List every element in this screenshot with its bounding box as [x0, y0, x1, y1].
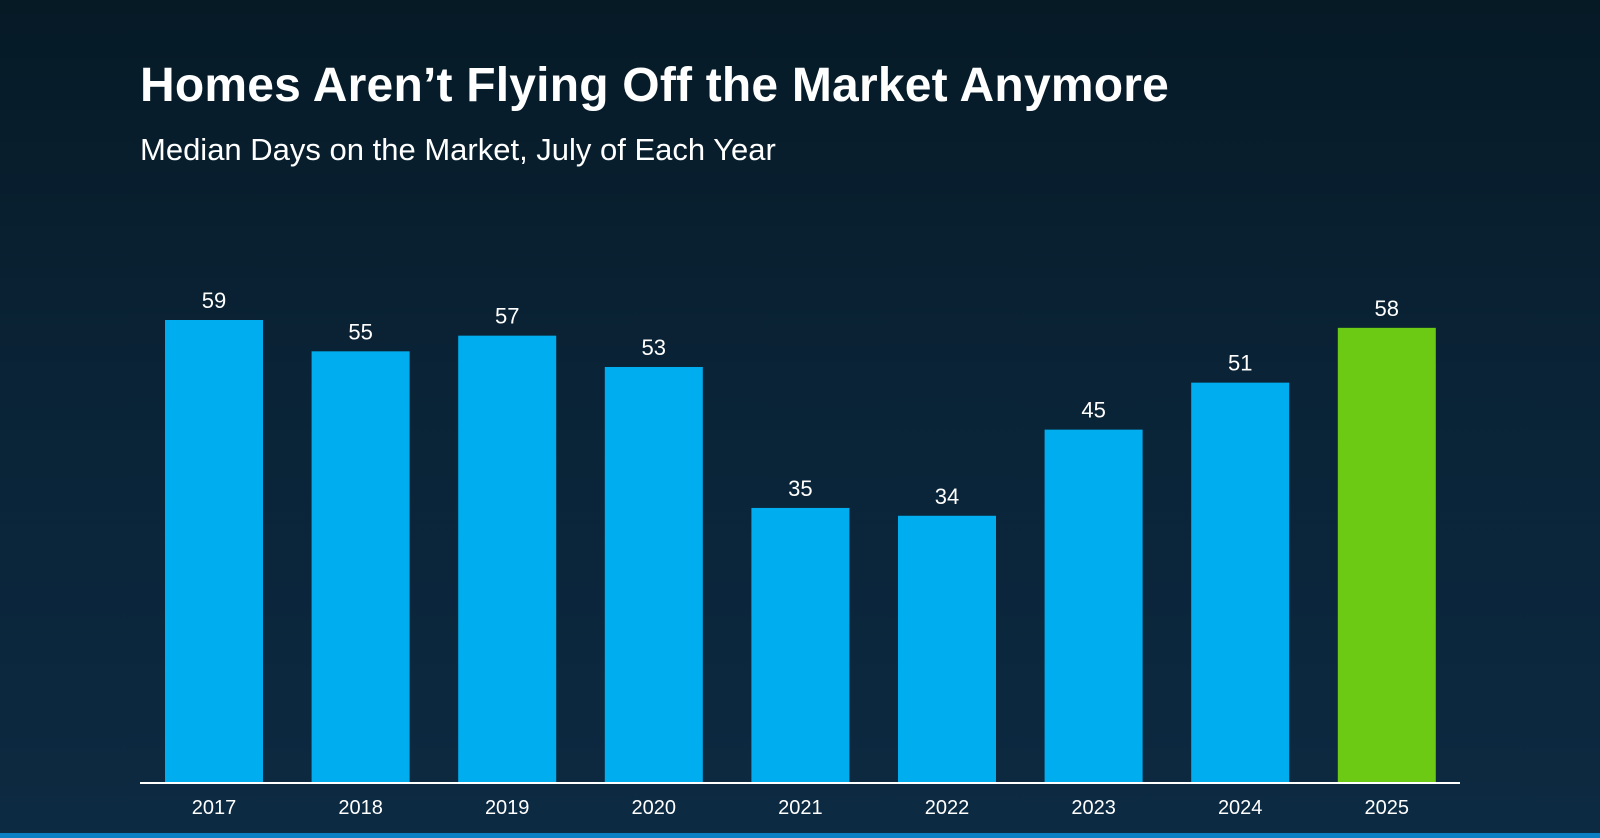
- chart-subtitle: Median Days on the Market, July of Each …: [140, 132, 776, 167]
- bar-2021: [751, 507, 850, 782]
- bars-group: [165, 320, 1436, 782]
- bar-2019: [458, 335, 557, 782]
- x-tick-label-2022: 2022: [925, 797, 970, 819]
- value-label-2023: 45: [1081, 398, 1105, 423]
- bottom-accent-strip: [0, 833, 1600, 838]
- x-tick-label-2021: 2021: [778, 797, 823, 819]
- x-tick-label-2020: 2020: [632, 797, 677, 819]
- bar-2018: [311, 351, 410, 782]
- bar-2022: [898, 515, 996, 782]
- chart-title: Homes Aren’t Flying Off the Market Anymo…: [140, 59, 1170, 112]
- value-label-2024: 51: [1228, 351, 1252, 376]
- bar-2025: [1337, 327, 1436, 782]
- x-tick-label-2024: 2024: [1218, 797, 1263, 819]
- x-tick-label-2018: 2018: [338, 797, 383, 819]
- x-tick-label-2019: 2019: [485, 797, 530, 819]
- value-label-2017: 59: [202, 288, 226, 313]
- bar-2023: [1044, 429, 1143, 782]
- value-label-2020: 53: [642, 335, 666, 360]
- value-labels-group: 59 55 57 53 35 34 45 51 58: [202, 288, 1399, 509]
- value-label-2025: 58: [1375, 296, 1399, 321]
- x-tick-label-2017: 2017: [192, 797, 237, 819]
- value-label-2019: 57: [495, 304, 519, 329]
- bar-2017: [165, 320, 263, 782]
- x-tick-label-2025: 2025: [1365, 797, 1410, 819]
- value-label-2022: 34: [935, 484, 959, 509]
- bar-2020: [604, 366, 703, 782]
- value-label-2021: 35: [788, 476, 812, 501]
- value-label-2018: 55: [348, 319, 372, 344]
- bar-2024: [1191, 382, 1290, 782]
- x-tick-label-2023: 2023: [1071, 797, 1116, 819]
- tick-labels-group: 2017 2018 2019 2020 2021 2022 2023 2024 2025: [192, 797, 1409, 819]
